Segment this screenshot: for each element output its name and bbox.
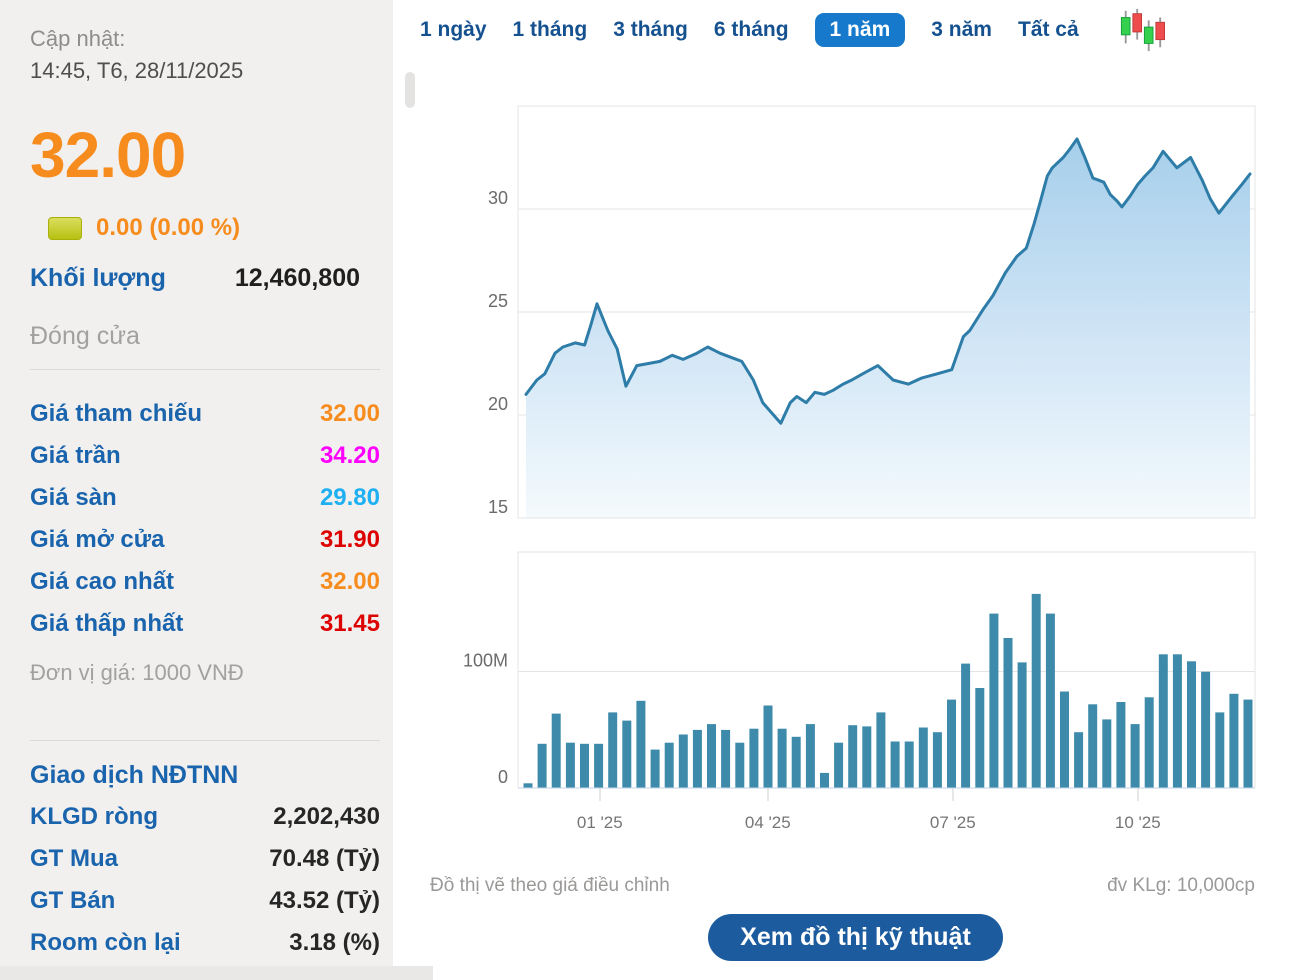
high-label: Giá cao nhất [30, 568, 175, 595]
open-value: 31.90 [319, 526, 380, 553]
tab-1-nam[interactable]: 1 năm [814, 13, 906, 47]
bottom-divider-strip [0, 966, 433, 980]
table-row-net-volume: KLGD ròng 2,202,430 [30, 796, 380, 838]
technical-chart-button[interactable]: Xem đồ thị kỹ thuật [708, 914, 1003, 961]
price-unit-note: Đơn vị giá: 1000 VNĐ [30, 660, 244, 685]
table-row-buy-value: GT Mua 70.48 (Tỷ) [30, 838, 380, 880]
table-row-reference: Giá tham chiếu 32.00 [30, 393, 380, 435]
price-change-row: 0.00 (0.00 %) [48, 214, 240, 242]
price-summary-table: Giá tham chiếu 32.00 Giá trần 34.20 Giá … [30, 393, 380, 645]
quote-sidebar: Cập nhật: 14:45, T6, 28/11/2025 32.00 0.… [0, 0, 393, 966]
volume-row: Khối lượng 12,460,800 [30, 264, 360, 293]
reference-label: Giá tham chiếu [30, 400, 203, 427]
volume-unit-note: đv KLg: 10,000cp [1107, 875, 1255, 896]
svg-text:15: 15 [488, 497, 508, 517]
table-row-floor: Giá sàn 29.80 [30, 477, 380, 519]
divider [30, 740, 380, 741]
foreign-trading-title: Giao dịch NĐTNN [30, 761, 239, 789]
svg-text:25: 25 [488, 291, 508, 311]
floor-value: 29.80 [319, 484, 380, 511]
svg-text:100M: 100M [463, 651, 508, 671]
candlestick-icon[interactable] [1119, 8, 1165, 52]
session-status: Đóng cửa [30, 322, 140, 350]
update-datetime: 14:45, T6, 28/11/2025 [30, 58, 244, 83]
adjusted-price-note: Đồ thị vẽ theo giá điều chỉnh [430, 875, 670, 896]
open-label: Giá mở cửa [30, 526, 165, 553]
table-row-high: Giá cao nhất 32.00 [30, 561, 380, 603]
net-volume-label: KLGD ròng [30, 803, 158, 830]
room-left-value: 3.18 (%) [289, 929, 380, 956]
svg-text:04 '25: 04 '25 [745, 813, 791, 832]
floor-label: Giá sàn [30, 484, 117, 511]
price-change-value: 0.00 (0.00 %) [96, 214, 241, 241]
table-row-open: Giá mở cửa 31.90 [30, 519, 380, 561]
low-value: 31.45 [319, 610, 380, 637]
svg-text:07 '25: 07 '25 [930, 813, 976, 832]
svg-text:10 '25: 10 '25 [1115, 813, 1161, 832]
sell-value-value: 43.52 (Tỷ) [269, 887, 380, 914]
table-row-low: Giá thấp nhất 31.45 [30, 603, 380, 645]
update-label: Cập nhật: [30, 26, 126, 51]
tab-3-thang[interactable]: 3 tháng [613, 18, 688, 41]
svg-text:20: 20 [488, 394, 508, 414]
ceiling-label: Giá trần [30, 442, 121, 469]
low-label: Giá thấp nhất [30, 610, 184, 637]
net-volume-value: 2,202,430 [273, 803, 380, 830]
reference-value: 32.00 [319, 400, 380, 427]
svg-text:0: 0 [498, 767, 508, 787]
high-value: 32.00 [319, 568, 380, 595]
table-row-room-left: Room còn lại 3.18 (%) [30, 922, 380, 964]
tab-3-nam[interactable]: 3 năm [931, 18, 992, 41]
tab-1-ngay[interactable]: 1 ngày [420, 18, 487, 41]
svg-text:01 '25: 01 '25 [577, 813, 623, 832]
tab-1-thang[interactable]: 1 tháng [512, 18, 588, 41]
foreign-trading-table: KLGD ròng 2,202,430 GT Mua 70.48 (Tỷ) GT… [30, 796, 380, 964]
table-row-ceiling: Giá trần 34.20 [30, 435, 380, 477]
price-volume-chart[interactable]: 15 20 25 30 0 100M 01 '25 04 '25 07 '25 10 '25 [420, 90, 1290, 840]
svg-text:30: 30 [488, 188, 508, 208]
no-change-square-icon [48, 216, 82, 240]
buy-value-label: GT Mua [30, 845, 118, 872]
volume-label: Khối lượng [30, 264, 166, 292]
time-range-tabs: 1 ngày 1 tháng 3 tháng 6 tháng 1 năm 3 n… [420, 6, 1165, 54]
current-price: 32.00 [30, 119, 186, 191]
tab-6-thang[interactable]: 6 tháng [713, 18, 789, 41]
volume-value: 12,460,800 [234, 264, 360, 292]
room-left-label: Room còn lại [30, 929, 181, 956]
divider [30, 369, 380, 370]
buy-value-value: 70.48 (Tỷ) [269, 845, 380, 872]
scrollbar-thumb[interactable] [405, 72, 415, 108]
table-row-sell-value: GT Bán 43.52 (Tỷ) [30, 880, 380, 922]
tab-tat-ca[interactable]: Tất cả [1017, 18, 1079, 41]
ceiling-value: 34.20 [319, 442, 380, 469]
sell-value-label: GT Bán [30, 887, 116, 914]
